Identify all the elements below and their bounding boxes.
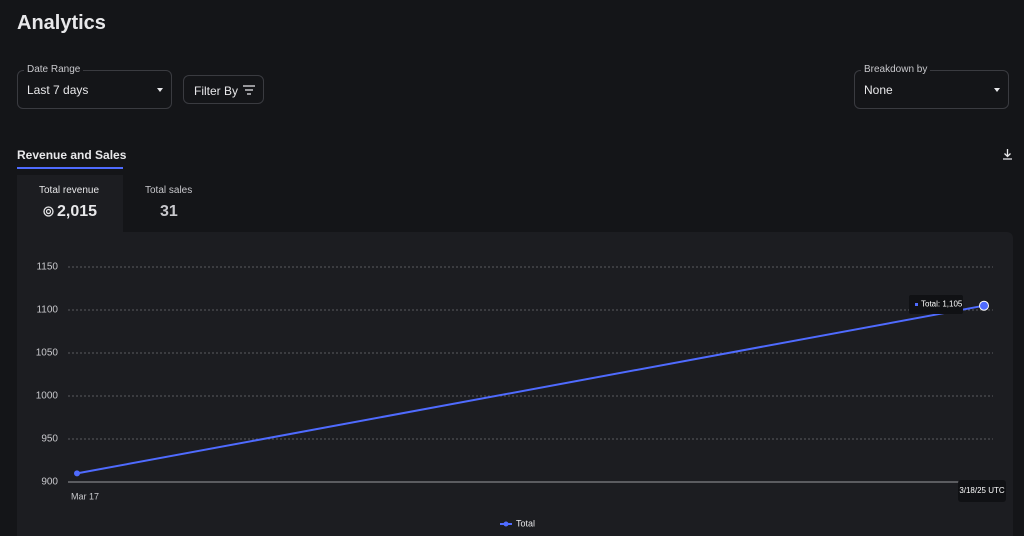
legend-label: Total (516, 518, 535, 528)
legend-marker (503, 521, 509, 527)
metric-label: Total revenue (39, 185, 100, 196)
series-line (76, 304, 985, 475)
metric-label: Total sales (145, 185, 193, 196)
tooltip-text: Total: 1,105 (921, 300, 963, 309)
filter-text: Filter By (194, 84, 239, 98)
y-tick-label: 900 (41, 477, 58, 488)
y-tick-label: 1000 (36, 391, 59, 402)
y-tick-label: 1100 (36, 305, 58, 316)
data-point (74, 470, 80, 477)
x-hover-box (958, 480, 1006, 502)
chart: 900 950 1000 1050 1100 1150 Mar 17 3/18/25 UTC T… (17, 232, 1013, 536)
tooltip-box (909, 295, 963, 314)
coin-icon (43, 206, 54, 217)
y-tick-label: 1150 (36, 262, 58, 273)
filter-icon (243, 85, 255, 95)
filter-button[interactable]: Filter By (183, 75, 264, 104)
breakdown-label: Breakdown by (861, 64, 931, 75)
date-range-select[interactable]: Date Range Last 7 days (17, 64, 172, 109)
date-range-value: Last 7 days (27, 83, 89, 97)
metric-value: 31 (160, 203, 178, 220)
breakdown-select[interactable]: Breakdown by None (854, 64, 1009, 109)
tab-underline (17, 167, 123, 169)
breakdown-value: None (864, 83, 893, 97)
metric-card[interactable]: Total sales 31 (123, 175, 213, 232)
tab[interactable]: Revenue and Sales (17, 148, 127, 162)
tooltip-swatch (915, 303, 918, 306)
metric-card-active[interactable]: Total revenue 2,015 (17, 175, 123, 235)
data-point (979, 300, 989, 311)
caret (994, 88, 1000, 92)
x-tick-label: 3/18/25 UTC (959, 486, 1005, 495)
x-tick-label: Mar 17 (71, 491, 99, 501)
y-tick-label: 950 (41, 434, 58, 445)
page-title: Analytics (17, 12, 106, 34)
caret (157, 88, 163, 92)
metric-value: 2,015 (57, 203, 98, 220)
date-range-label: Date Range (24, 64, 84, 75)
download-icon[interactable] (1002, 149, 1013, 161)
y-tick-label: 1050 (36, 348, 59, 359)
